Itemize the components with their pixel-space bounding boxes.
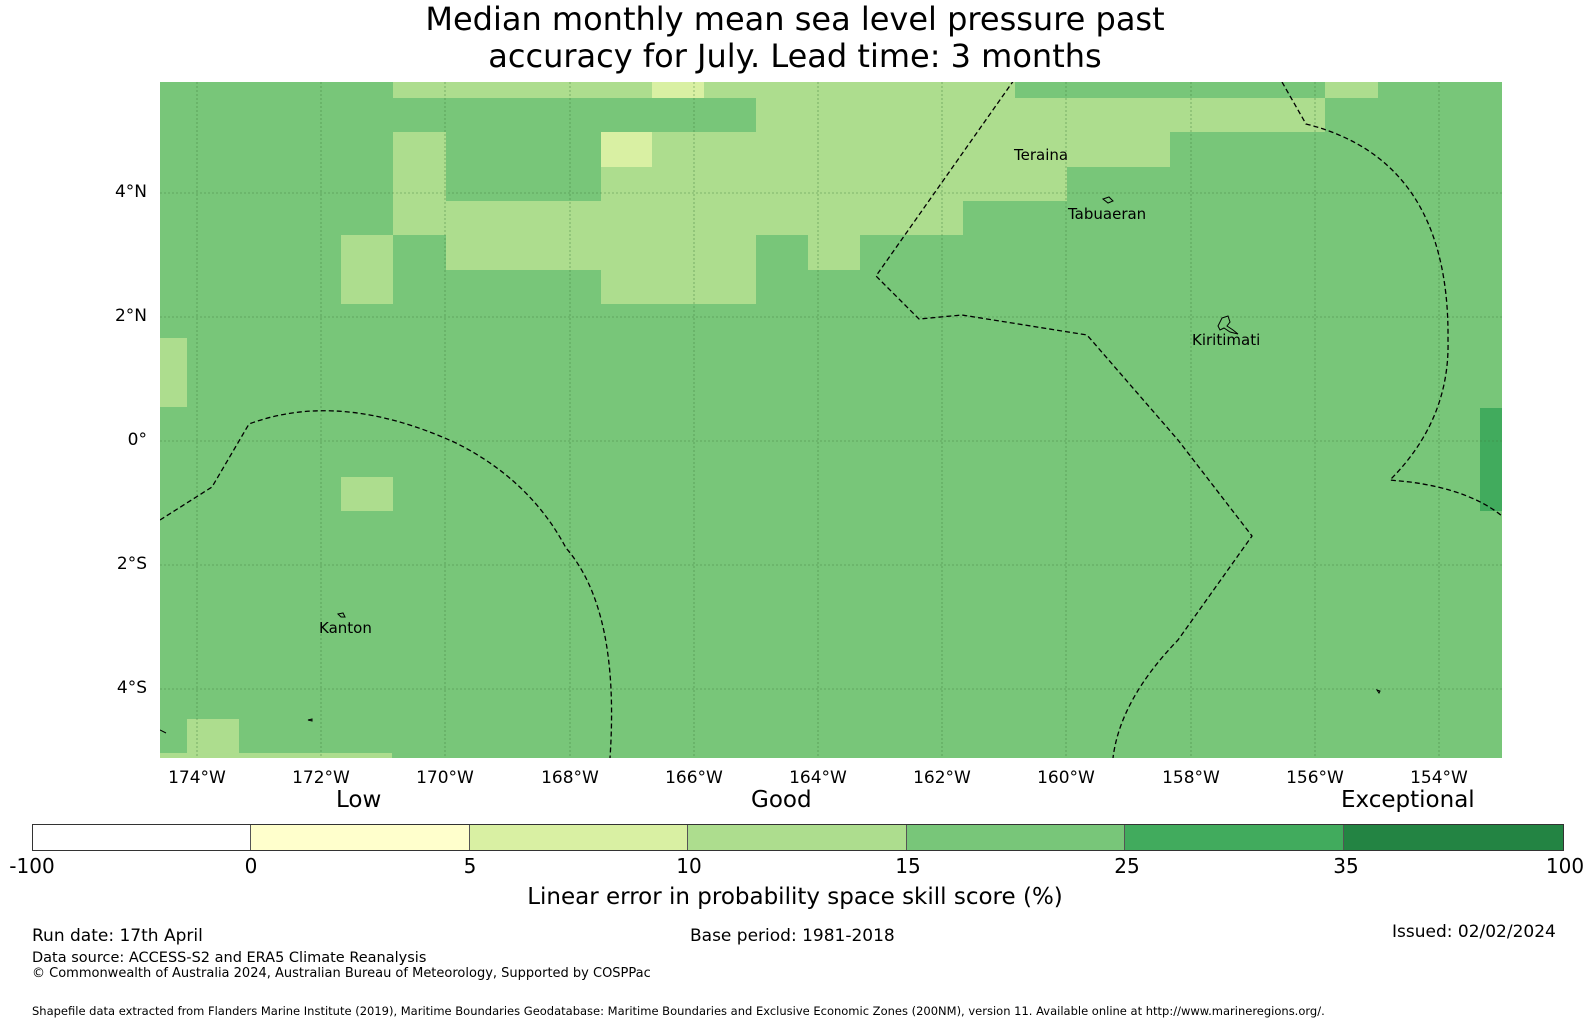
base-period: Base period: 1981-2018 xyxy=(690,926,895,946)
graticule xyxy=(160,82,1502,758)
lon-label: 158°W xyxy=(1162,768,1220,788)
lon-label: 162°W xyxy=(913,768,971,788)
colorbar-tick: 35 xyxy=(1333,854,1359,878)
colorbar xyxy=(32,824,1564,851)
place-label-kanton: Kanton xyxy=(319,619,372,637)
place-label-tabuaeran: Tabuaeran xyxy=(1068,205,1147,223)
colorbar-tick: 0 xyxy=(244,854,258,878)
colorbar-tick: 5 xyxy=(463,854,477,878)
copyright: © Commonwealth of Australia 2024, Austra… xyxy=(32,966,651,981)
lon-label: 168°W xyxy=(541,768,599,788)
colorbar-segment xyxy=(1125,825,1344,850)
lat-label: 4°S xyxy=(116,678,147,698)
lon-label: 160°W xyxy=(1037,768,1095,788)
skill-cell-pale xyxy=(601,132,652,167)
lon-label: 154°W xyxy=(1410,768,1468,788)
legend-category-good: Good xyxy=(751,787,812,813)
shapefile-credit: Shapefile data extracted from Flanders M… xyxy=(32,1004,1325,1018)
island-outlines xyxy=(160,196,1381,734)
colorbar-tick: -100 xyxy=(9,854,55,878)
place-label-kiritimati: Kiritimati xyxy=(1192,331,1261,349)
legend-category-exceptional: Exceptional xyxy=(1341,787,1475,813)
lon-label: 172°W xyxy=(292,768,350,788)
lon-label: 156°W xyxy=(1286,768,1344,788)
colorbar-tick: 10 xyxy=(676,854,702,878)
skill-cell-pale xyxy=(652,82,704,98)
colorbar-segment xyxy=(251,825,470,850)
lon-label: 166°W xyxy=(665,768,723,788)
skill-cell-mid xyxy=(446,132,601,201)
lat-label: 2°N xyxy=(114,306,147,326)
skill-cell-mid xyxy=(1015,82,1170,98)
lat-label: 0° xyxy=(127,430,147,450)
colorbar-segment xyxy=(688,825,907,850)
colorbar-tick: 15 xyxy=(895,854,921,878)
colorbar-segment xyxy=(1343,825,1563,850)
map-title-line1: Median monthly mean sea level pressure p… xyxy=(425,0,1165,38)
colorbar-segment xyxy=(469,825,689,850)
colorbar-segment xyxy=(906,825,1126,850)
lat-label: 4°N xyxy=(114,182,147,202)
map-title-line2: accuracy for July. Lead time: 3 months xyxy=(488,37,1102,75)
colorbar-title: Linear error in probability space skill … xyxy=(527,884,1063,910)
run-date: Run date: 17th April xyxy=(32,926,203,946)
place-label-teraina: Teraina xyxy=(1014,146,1069,164)
lon-label: 174°W xyxy=(168,768,226,788)
skill-cell-dark xyxy=(1480,408,1502,511)
colorbar-tick: 25 xyxy=(1114,854,1140,878)
colorbar-segment xyxy=(33,825,252,850)
lon-label: 164°W xyxy=(789,768,847,788)
lat-label: 2°S xyxy=(116,554,147,574)
colorbar-tick: 100 xyxy=(1545,854,1585,878)
issued-date: Issued: 02/02/2024 xyxy=(1392,922,1556,942)
data-source: Data source: ACCESS-S2 and ERA5 Climate … xyxy=(32,950,427,966)
legend-category-low: Low xyxy=(336,787,382,813)
eez-boundaries xyxy=(160,82,1502,758)
lon-label: 170°W xyxy=(416,768,474,788)
